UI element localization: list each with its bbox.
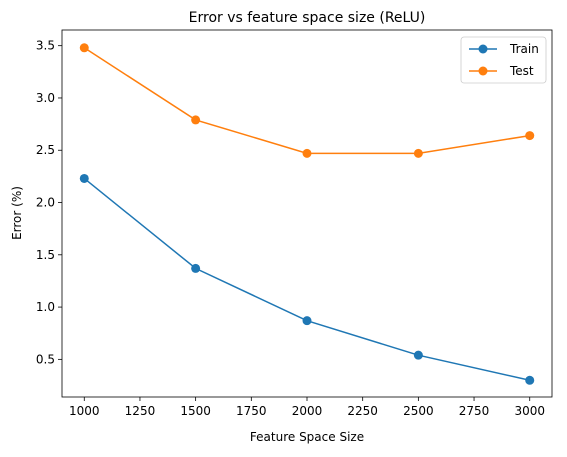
y-axis-label: Error (%)	[10, 186, 24, 240]
x-axis-label: Feature Space Size	[250, 430, 364, 444]
y-tick-label: 0.5	[36, 352, 55, 366]
data-point-train	[302, 316, 312, 326]
y-tick-label: 1.0	[36, 300, 55, 314]
data-point-test	[191, 115, 201, 125]
x-tick-label: 2250	[347, 404, 378, 418]
x-tick-label: 2000	[292, 404, 323, 418]
chart-title: Error vs feature space size (ReLU)	[189, 10, 426, 26]
legend: Train Test	[460, 36, 547, 84]
legend-marker-train	[478, 44, 488, 54]
plot-area	[61, 29, 553, 398]
x-tick-label: 1750	[236, 404, 267, 418]
data-point-train	[525, 375, 535, 385]
x-tick-label: 2750	[459, 404, 490, 418]
series-line-train	[83, 177, 530, 382]
data-point-test	[525, 131, 535, 141]
data-point-train	[79, 173, 89, 183]
y-tick-label: 2.5	[36, 143, 55, 157]
series-layer	[79, 43, 535, 385]
y-tick-label: 3.0	[36, 91, 55, 105]
y-tick-label: 3.5	[36, 39, 55, 53]
data-point-test	[302, 148, 312, 158]
y-tick-label: 1.5	[36, 248, 55, 262]
data-point-test	[79, 43, 89, 53]
data-point-train	[191, 263, 201, 273]
y-tick-label: 2.0	[36, 196, 55, 210]
x-tick-label: 1000	[69, 404, 100, 418]
x-tick-label: 2500	[403, 404, 434, 418]
legend-marker-test	[478, 66, 488, 76]
data-point-train	[413, 350, 423, 360]
plot-frame	[61, 29, 553, 398]
data-point-test	[413, 148, 423, 158]
y-axis: 0.5 1.0 1.5 2.0 2.5 3.0 3.5	[36, 39, 62, 366]
legend-label-test: Test	[509, 64, 534, 78]
x-tick-label: 3000	[514, 404, 545, 418]
x-tick-label: 1500	[180, 404, 211, 418]
x-axis: 1000 1250 1500 1750 2000 2250 2500 2750 3000	[69, 397, 545, 418]
x-tick-label: 1250	[125, 404, 156, 418]
legend-label-train: Train	[509, 42, 539, 56]
